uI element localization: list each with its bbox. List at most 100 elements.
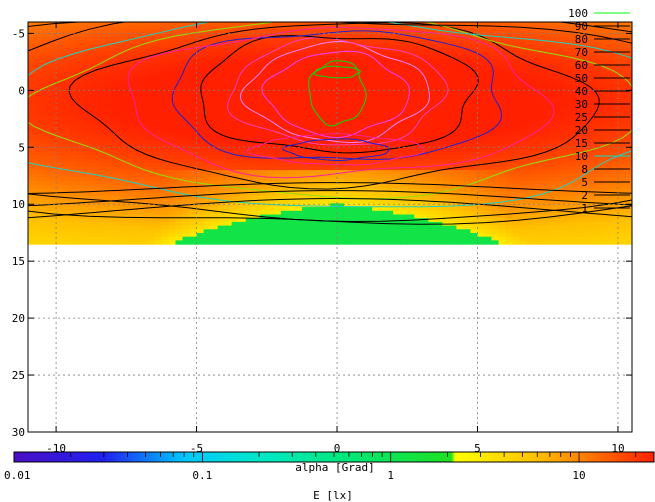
heat-cell	[238, 221, 247, 227]
heat-cell	[554, 184, 563, 190]
heat-cell	[456, 199, 465, 204]
heat-cell	[386, 203, 394, 208]
heat-cell	[315, 47, 324, 53]
heat-cell	[231, 240, 240, 245]
heat-cell	[315, 77, 324, 82]
heat-cell	[470, 51, 479, 56]
heat-cell	[526, 125, 535, 130]
heat-cell	[224, 181, 233, 186]
heat-cell	[372, 192, 380, 197]
heat-cell	[393, 81, 401, 86]
heat-cell	[519, 121, 528, 127]
heat-cell	[126, 166, 134, 171]
heat-cell	[49, 70, 57, 75]
heat-cell	[168, 155, 177, 160]
heat-cell	[547, 184, 556, 190]
heat-cell	[245, 99, 254, 105]
heat-cell	[358, 51, 366, 56]
heat-cell	[231, 236, 240, 241]
heat-cell	[70, 184, 78, 190]
heat-cell	[540, 96, 549, 101]
heat-cell	[533, 99, 542, 105]
heat-cell	[344, 232, 352, 238]
heat-cell	[582, 218, 591, 223]
heat-cell	[442, 192, 450, 197]
heat-cell	[575, 195, 584, 201]
heat-cell	[119, 151, 127, 156]
heat-cell	[49, 121, 57, 127]
heat-cell	[491, 44, 500, 49]
heat-cell	[526, 121, 535, 127]
heat-cell	[533, 236, 542, 241]
heat-cell	[91, 129, 99, 134]
heat-cell	[428, 25, 436, 31]
heat-cell	[126, 66, 134, 71]
heat-cell	[379, 96, 387, 101]
heat-cell	[98, 92, 106, 97]
heat-cell	[175, 136, 184, 142]
heat-cell	[603, 170, 612, 175]
heat-cell	[589, 107, 598, 112]
heat-cell	[56, 96, 64, 101]
heat-cell	[280, 192, 289, 197]
heat-cell	[245, 177, 254, 182]
heat-cell	[379, 66, 387, 71]
heat-cell	[337, 236, 345, 241]
heat-cell	[505, 221, 514, 227]
heat-cell	[154, 181, 163, 186]
heat-cell	[189, 96, 198, 101]
heat-cell	[442, 103, 450, 108]
heat-cell	[196, 221, 205, 227]
heat-cell	[259, 47, 268, 53]
heat-cell	[582, 207, 591, 212]
heat-cell	[203, 118, 212, 123]
heat-cell	[351, 173, 359, 179]
heat-cell	[273, 236, 282, 241]
heat-cell	[308, 51, 317, 56]
heat-cell	[596, 103, 605, 108]
heat-cell	[161, 33, 170, 38]
heat-cell	[63, 103, 71, 108]
heat-cell	[540, 36, 549, 42]
heat-cell	[386, 77, 394, 82]
heat-cell	[182, 51, 191, 56]
heat-cell	[407, 125, 415, 130]
heat-cell	[154, 62, 163, 68]
heat-cell	[442, 136, 450, 142]
heat-cell	[603, 192, 612, 197]
heat-cell	[540, 88, 549, 93]
heat-cell	[77, 166, 85, 171]
heat-cell	[105, 195, 113, 201]
heat-cell	[393, 192, 401, 197]
heat-cell	[344, 59, 352, 64]
heat-cell	[28, 55, 36, 60]
heat-cell	[442, 144, 450, 149]
heat-cell	[470, 73, 479, 79]
heat-cell	[161, 118, 170, 123]
heat-cell	[119, 70, 127, 75]
heat-cell	[273, 110, 282, 116]
heat-cell	[358, 66, 366, 71]
heat-cell	[526, 107, 535, 112]
heat-cell	[273, 140, 282, 145]
heat-cell	[568, 36, 577, 42]
heat-cell	[589, 73, 598, 79]
heat-cell	[477, 70, 486, 75]
heat-cell	[98, 203, 106, 208]
heat-cell	[526, 66, 535, 71]
heat-cell	[512, 118, 521, 123]
heat-cell	[147, 29, 156, 34]
heat-cell	[540, 84, 549, 90]
heat-cell	[407, 195, 415, 201]
heat-cell	[533, 73, 542, 79]
heat-cell	[231, 77, 240, 82]
heat-cell	[42, 199, 50, 204]
heat-cell	[126, 121, 134, 127]
heat-cell	[63, 44, 71, 49]
heat-cell	[463, 240, 472, 245]
heat-cell	[610, 59, 619, 64]
heat-cell	[84, 62, 92, 68]
heat-cell	[533, 29, 542, 34]
heat-cell	[596, 221, 605, 227]
heat-cell	[344, 125, 352, 130]
